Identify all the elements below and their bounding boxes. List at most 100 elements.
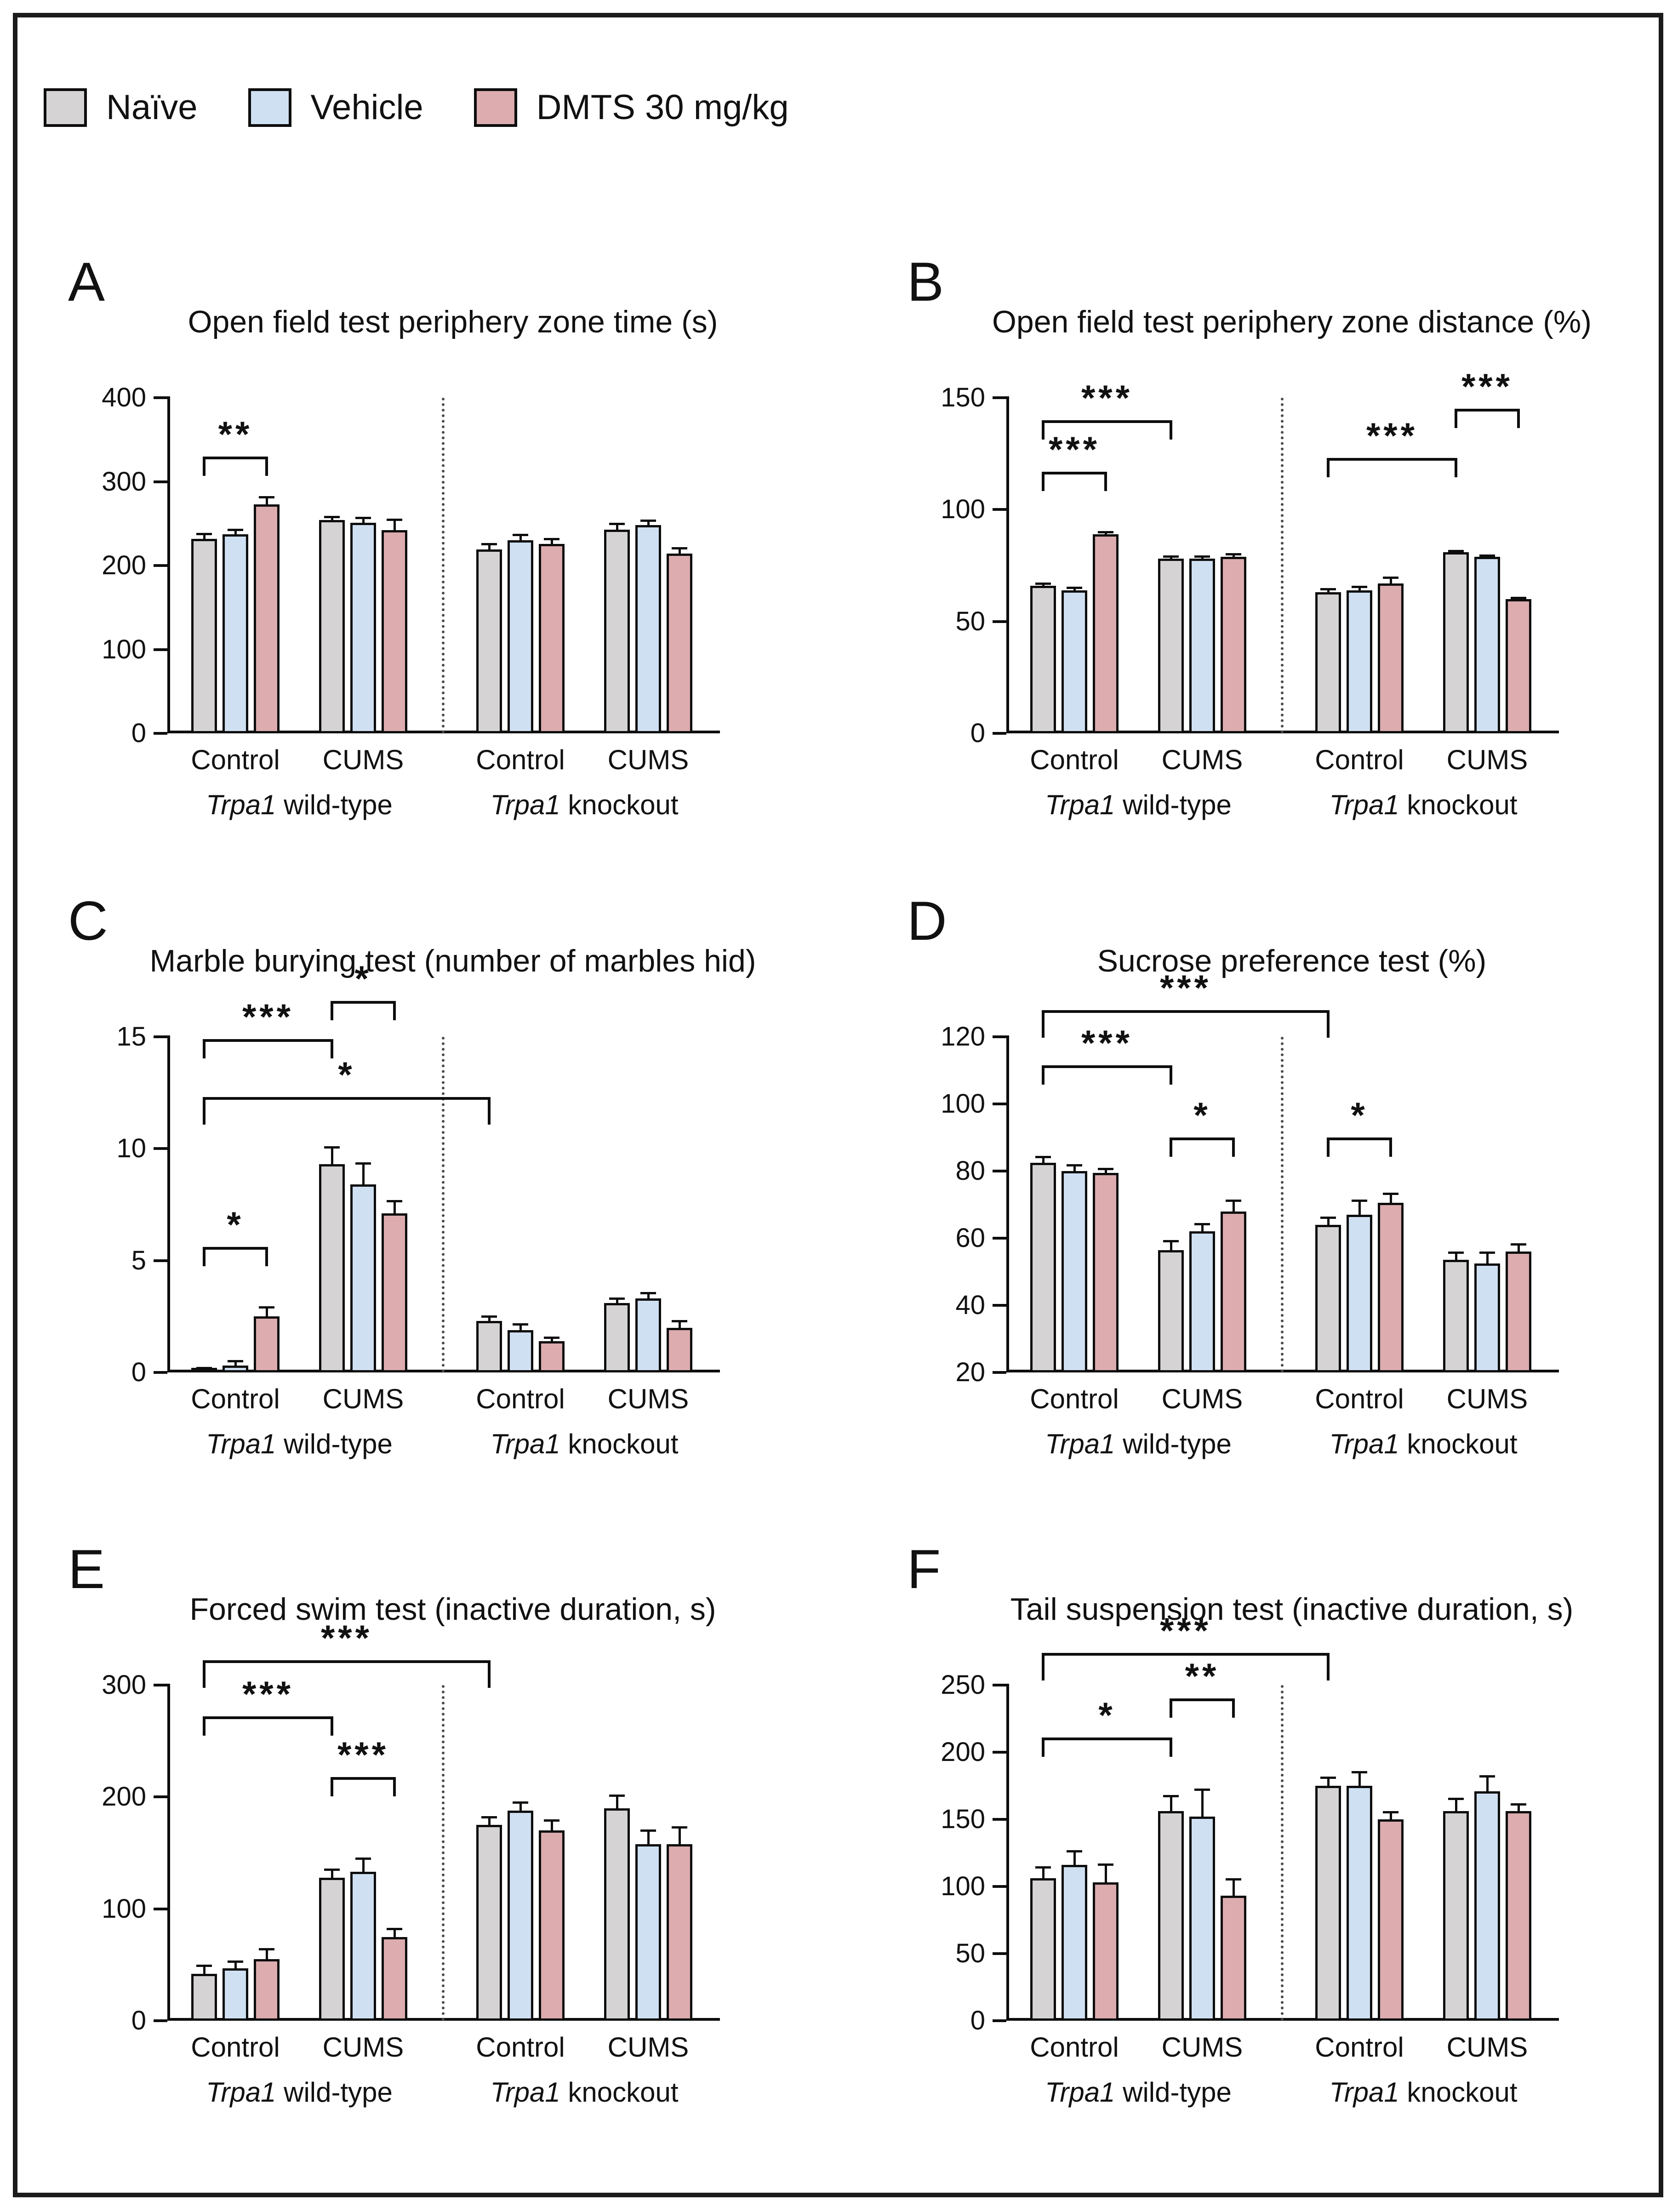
x-group-label: CUMS (1161, 2032, 1243, 2063)
bar-c-g0-s1 (223, 1366, 248, 1372)
sig-bracket-leg (1389, 1137, 1392, 1157)
sig-bracket-leg (1455, 458, 1457, 478)
bar-e-g2-s2 (539, 1830, 565, 2021)
sig-label: *** (1159, 967, 1212, 1008)
bar-e-g2-s1 (508, 1810, 533, 2021)
panel-letter-a: A (68, 251, 105, 313)
y-tick (993, 508, 1006, 511)
error-bar-stem (1170, 1795, 1172, 1812)
error-bar-stem (1327, 1216, 1330, 1226)
plot-area: 0 50 100 150 *** *** *** *** Control CUMS Control C… (913, 368, 1559, 819)
error-bar-cap (1067, 587, 1082, 589)
sig-bracket-leg (1455, 409, 1457, 429)
y-tick (993, 396, 1006, 399)
error-bar-cap (1194, 1223, 1210, 1226)
error-bar-stem (1390, 1811, 1392, 1820)
y-tick-label: 250 (941, 1670, 985, 1700)
error-bar-stem (394, 1928, 396, 1938)
legend-label-naive: Naïve (106, 88, 198, 127)
y-tick (154, 1035, 167, 1038)
sig-bracket (1042, 420, 1172, 423)
x-group-label: CUMS (322, 744, 404, 775)
error-bar-stem (1486, 1775, 1489, 1792)
error-bar-cap (640, 519, 656, 522)
error-bar-cap (672, 1826, 687, 1829)
genotype-label: Trpa1 wild-type (206, 2077, 393, 2108)
y-tick (154, 564, 167, 567)
error-bar-stem (266, 496, 268, 505)
wt-ko-separator (1281, 398, 1284, 733)
error-bar-cap (1098, 1167, 1113, 1170)
sig-label: * (354, 958, 372, 999)
sig-bracket (1042, 1737, 1172, 1740)
genotype-gene-name: Trpa1 (206, 2077, 276, 2108)
y-axis-line (167, 1684, 170, 2021)
error-bar-stem (1518, 1243, 1520, 1253)
bar-b-g0-s2 (1093, 534, 1119, 733)
bar-a-g1-s0 (319, 520, 345, 733)
chart-open-field-distance: 0 50 100 150 *** *** *** *** Control CUMS Control C… (913, 368, 1559, 844)
error-bar-stem (362, 517, 365, 524)
sig-bracket (203, 1039, 333, 1042)
y-tick-label: 100 (941, 1871, 985, 1901)
error-bar-cap (355, 1162, 371, 1165)
wt-ko-separator (1281, 1685, 1284, 2021)
bar-a-g2-s2 (539, 543, 565, 733)
wt-ko-separator (442, 1685, 445, 2021)
sig-label: *** (242, 1674, 294, 1715)
y-axis-line (1006, 396, 1009, 733)
genotype-label: Trpa1 knockout (1329, 2077, 1518, 2108)
sig-bracket-leg (203, 456, 205, 476)
error-bar-stem (616, 522, 618, 531)
sig-label: *** (242, 996, 294, 1037)
bar-f-g1-s1 (1189, 1817, 1215, 2021)
genotype-label: Trpa1 wild-type (1045, 1429, 1232, 1459)
error-bar-stem (488, 1816, 491, 1826)
y-tick-label: 0 (131, 2006, 146, 2035)
error-bar-stem (679, 1320, 681, 1329)
y-tick-label: 15 (116, 1022, 146, 1052)
sig-bracket-leg (1170, 420, 1172, 440)
error-bar-cap (1035, 1156, 1051, 1159)
x-group-label: CUMS (322, 2032, 404, 2063)
plot-area: 0 100 200 300 400 ** Control CUMS Control CUMS Trp… (74, 384, 720, 819)
bar-c-g2-s1 (508, 1330, 533, 1372)
sig-bracket-leg (1232, 1137, 1235, 1157)
error-bar-stem (1518, 1803, 1520, 1812)
error-bar-cap (324, 1146, 340, 1149)
sig-bracket (331, 1777, 396, 1780)
error-bar-cap (259, 1306, 274, 1309)
sig-bracket-leg (203, 1716, 205, 1736)
error-bar-cap (1511, 1243, 1526, 1246)
panel-letter-f: F (907, 1538, 941, 1600)
bar-d-g1-s0 (1158, 1250, 1184, 1372)
error-bar-cap (1320, 1216, 1336, 1219)
error-bar-stem (679, 1826, 681, 1845)
error-bar-cap (1067, 1164, 1082, 1167)
error-bar-cap (1163, 1795, 1179, 1798)
bar-e-g0-s2 (254, 1959, 280, 2021)
error-bar-cap (196, 1965, 212, 1967)
chart-tail-suspension: 0 50 100 150 200 250 * ** *** Control CUMS Control C… (913, 1612, 1559, 2131)
y-tick-label: 200 (102, 550, 146, 580)
x-group-label: Control (476, 2032, 565, 2063)
wt-ko-separator (1281, 1037, 1284, 1372)
y-axis-line (167, 396, 170, 733)
y-tick (993, 1237, 1006, 1240)
panel-title-b: Open field test periphery zone distance … (992, 304, 1592, 339)
genotype-label: Trpa1 knockout (1329, 1429, 1518, 1459)
error-bar-cap (1352, 1200, 1367, 1202)
sig-label: ** (218, 413, 253, 454)
x-group-label: Control (476, 744, 565, 775)
error-bar-cap (355, 1857, 371, 1860)
error-bar-cap (640, 1292, 656, 1294)
x-group-label: Control (191, 744, 280, 775)
error-bar-stem (551, 1337, 553, 1342)
bar-b-g0-s0 (1030, 585, 1056, 733)
y-axis-line (167, 1035, 170, 1372)
bar-d-g3-s0 (1443, 1260, 1469, 1372)
error-bar-cap (1352, 1771, 1367, 1773)
y-tick (993, 1952, 1006, 1955)
sig-label: *** (1461, 366, 1513, 407)
y-tick (993, 1885, 1006, 1888)
